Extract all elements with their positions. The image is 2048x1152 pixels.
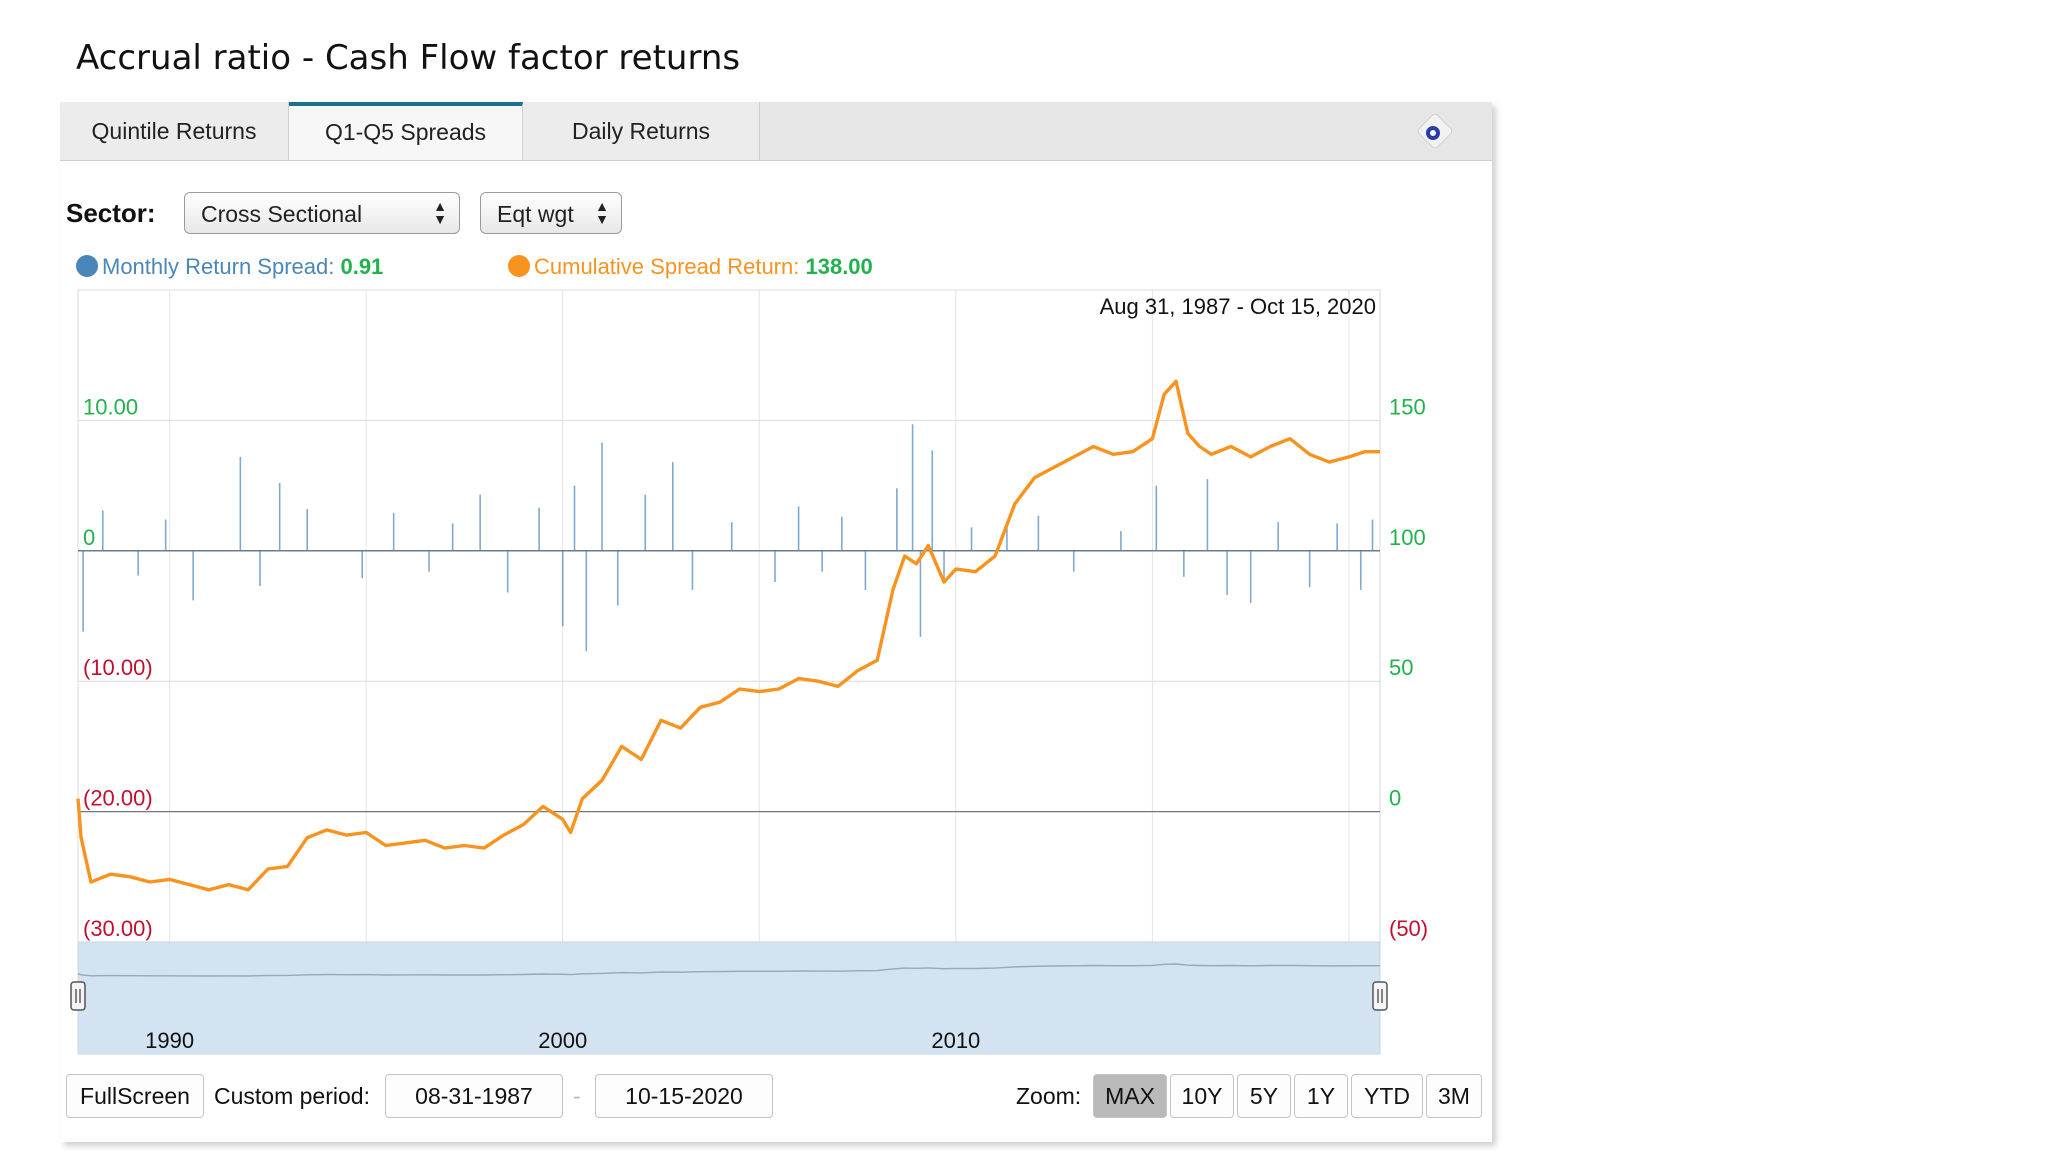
navigator-handle[interactable] bbox=[70, 981, 86, 1011]
end-date-input[interactable]: 10-15-2020 bbox=[595, 1074, 773, 1118]
tab-daily-returns[interactable]: Daily Returns bbox=[523, 102, 760, 160]
zoom-3m-button[interactable]: 3M bbox=[1426, 1074, 1482, 1118]
custom-period-label: Custom period: bbox=[214, 1083, 370, 1109]
legend-cumulative[interactable]: Cumulative Spread Return: 138.00 bbox=[508, 254, 873, 280]
navigator-handle[interactable] bbox=[1372, 981, 1388, 1011]
sector-label: Sector: bbox=[66, 198, 156, 228]
navigator-area bbox=[77, 941, 1381, 1055]
zoom-label: Zoom: bbox=[1016, 1083, 1082, 1109]
navigator-series-line bbox=[77, 963, 1380, 977]
zoom-max-button[interactable]: MAX bbox=[1093, 1074, 1167, 1118]
bottom-controls: FullScreen Custom period: 08-31-1987 - 1… bbox=[60, 1074, 1492, 1124]
legend-monthly-value: 0.91 bbox=[340, 254, 384, 279]
refresh-icon[interactable] bbox=[1417, 113, 1453, 149]
fullscreen-button[interactable]: FullScreen bbox=[66, 1074, 204, 1118]
factor-returns-widget: Quintile Returns Q1-Q5 Spreads Daily Ret… bbox=[60, 102, 1492, 1142]
plot-area bbox=[77, 289, 1381, 943]
zoom-10y-button[interactable]: 10Y bbox=[1170, 1074, 1234, 1118]
right-axis-tick-label: 0 bbox=[1389, 786, 1401, 811]
zoom-1y-button[interactable]: 1Y bbox=[1294, 1074, 1348, 1118]
cumulative-series-dot-icon bbox=[508, 255, 530, 277]
tab-q1-q5-spreads[interactable]: Q1-Q5 Spreads bbox=[289, 102, 523, 160]
tab-quintile-returns[interactable]: Quintile Returns bbox=[60, 102, 289, 160]
left-axis-tick-label: (30.00) bbox=[83, 916, 153, 941]
select-arrows-icon: ▲ ▼ bbox=[433, 198, 447, 227]
cumulative-return-line bbox=[76, 379, 1380, 892]
right-axis-tick-label: (50) bbox=[1389, 916, 1428, 941]
navigator-year-label: 2010 bbox=[931, 1028, 980, 1053]
left-axis-tick-label: 10.00 bbox=[83, 394, 138, 419]
sector-select-value: Cross Sectional bbox=[201, 201, 363, 227]
right-axis-tick-label: 50 bbox=[1389, 655, 1413, 680]
legend-cumulative-label: Cumulative Spread Return: bbox=[534, 254, 800, 279]
zoom-5y-button[interactable]: 5Y bbox=[1237, 1074, 1291, 1118]
weight-select-value: Eqt wgt bbox=[497, 201, 574, 227]
slide-title: Accrual ratio - Cash Flow factor returns bbox=[76, 38, 741, 78]
left-axis-tick-label: (20.00) bbox=[83, 786, 153, 811]
zoom-ytd-button[interactable]: YTD bbox=[1351, 1074, 1423, 1118]
legend-cumulative-value: 138.00 bbox=[805, 254, 873, 279]
left-axis-tick-label: 0 bbox=[83, 525, 95, 550]
select-arrows-icon: ▲ ▼ bbox=[595, 198, 609, 227]
weight-select[interactable]: Eqt wgt ▲ ▼ bbox=[480, 192, 622, 234]
right-axis-tick-label: 100 bbox=[1389, 525, 1426, 550]
start-date-input[interactable]: 08-31-1987 bbox=[385, 1074, 563, 1118]
navigator-year-label: 2000 bbox=[538, 1028, 587, 1053]
legend-monthly[interactable]: Monthly Return Spread: 0.91 bbox=[76, 254, 383, 280]
monthly-series-dot-icon bbox=[76, 255, 98, 277]
date-range-label: Aug 31, 1987 - Oct 15, 2020 bbox=[1100, 294, 1376, 319]
tab-bar: Quintile Returns Q1-Q5 Spreads Daily Ret… bbox=[60, 102, 1492, 161]
date-separator: - bbox=[573, 1083, 581, 1109]
legend-monthly-label: Monthly Return Spread: bbox=[102, 254, 335, 279]
chart-svg[interactable]: 10.00 0 (10.00) (20.00) (30.00) 150 100 50 0 (50)… bbox=[60, 102, 1492, 1062]
navigator-year-label: 1990 bbox=[145, 1028, 194, 1053]
right-axis-tick-label: 150 bbox=[1389, 394, 1426, 419]
sector-select[interactable]: Cross Sectional ▲ ▼ bbox=[184, 192, 460, 234]
left-axis-tick-label: (10.00) bbox=[83, 655, 153, 680]
